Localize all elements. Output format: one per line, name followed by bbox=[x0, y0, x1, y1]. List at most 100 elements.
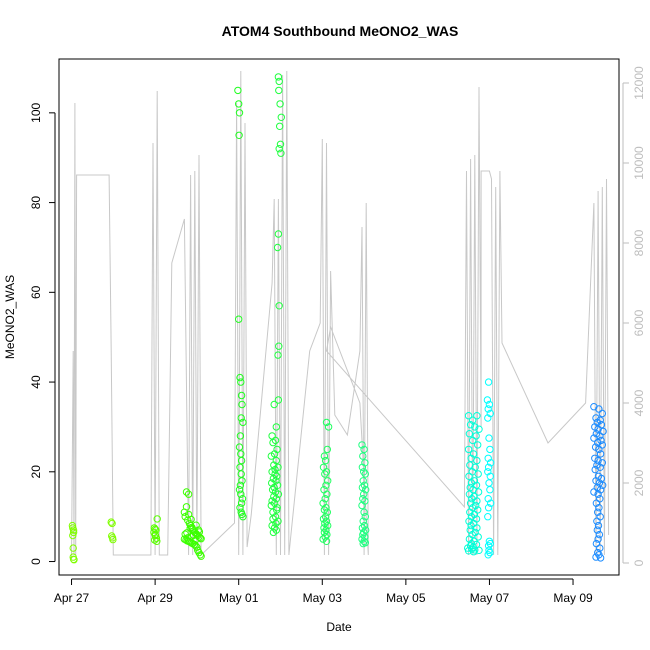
y2-tick-label: 12000 bbox=[632, 66, 646, 100]
data-point bbox=[593, 517, 601, 525]
y2-tick-label: 6000 bbox=[632, 309, 646, 336]
data-point bbox=[484, 513, 492, 521]
y2-axis: 0 2000 4000 6000 8000 10000 12000 bbox=[622, 66, 646, 566]
data-point bbox=[322, 517, 331, 525]
data-point bbox=[475, 546, 483, 554]
data-point bbox=[320, 528, 329, 537]
data-point bbox=[323, 490, 331, 498]
data-point bbox=[321, 456, 330, 465]
data-point bbox=[321, 533, 329, 541]
data-point bbox=[69, 528, 78, 537]
data-point bbox=[592, 414, 600, 422]
data-point bbox=[483, 396, 492, 404]
data-point bbox=[275, 86, 283, 95]
data-point bbox=[109, 535, 117, 544]
data-point bbox=[236, 373, 244, 382]
data-point bbox=[235, 315, 243, 323]
data-point bbox=[465, 472, 473, 480]
y2-tick-label: 8000 bbox=[632, 229, 646, 256]
data-point bbox=[269, 474, 278, 483]
y-tick-label: 40 bbox=[29, 375, 43, 389]
data-point bbox=[238, 495, 247, 503]
data-point bbox=[69, 544, 77, 552]
data-point bbox=[273, 506, 281, 514]
x-tick-label: May 07 bbox=[470, 591, 510, 605]
data-point bbox=[473, 497, 481, 505]
y2-tick-label: 4000 bbox=[632, 389, 646, 416]
data-point bbox=[322, 481, 330, 489]
data-point bbox=[595, 504, 603, 512]
data-point bbox=[590, 488, 598, 496]
data-point bbox=[234, 86, 242, 95]
data-point bbox=[486, 445, 494, 454]
data-point bbox=[192, 521, 200, 529]
data-point bbox=[484, 542, 493, 550]
points-layer bbox=[68, 73, 607, 564]
data-point bbox=[195, 528, 204, 536]
data-point bbox=[473, 456, 481, 465]
data-point bbox=[474, 488, 483, 496]
plot-frame bbox=[58, 58, 620, 576]
data-point bbox=[269, 528, 278, 537]
data-point bbox=[359, 530, 367, 539]
y-tick-label: 20 bbox=[29, 465, 43, 479]
altitude-layer bbox=[71, 70, 610, 560]
data-point bbox=[235, 131, 243, 140]
data-point bbox=[484, 463, 493, 471]
data-point bbox=[235, 443, 244, 451]
data-point bbox=[361, 513, 369, 521]
data-point bbox=[152, 526, 160, 534]
data-point bbox=[590, 434, 598, 442]
data-point bbox=[485, 434, 493, 442]
data-point bbox=[596, 554, 605, 562]
y2-tick-label: 10000 bbox=[632, 146, 646, 180]
x-tick-label: May 01 bbox=[219, 591, 259, 605]
data-point bbox=[320, 452, 329, 460]
x-tick-label: May 09 bbox=[553, 591, 593, 605]
data-point bbox=[466, 508, 474, 516]
data-point bbox=[486, 539, 494, 548]
data-point bbox=[321, 495, 329, 503]
data-point bbox=[324, 477, 332, 485]
data-point bbox=[238, 477, 246, 485]
data-point bbox=[592, 553, 600, 561]
data-point bbox=[108, 519, 116, 528]
data-point bbox=[270, 483, 278, 492]
data-point bbox=[469, 450, 478, 458]
data-point bbox=[274, 396, 283, 404]
data-point bbox=[594, 535, 602, 543]
data-point bbox=[486, 472, 494, 480]
data-point bbox=[360, 490, 368, 498]
data-point bbox=[153, 515, 161, 523]
data-point bbox=[485, 479, 493, 487]
y-tick-label: 0 bbox=[29, 558, 43, 565]
data-point bbox=[235, 109, 244, 117]
data-point bbox=[237, 456, 246, 465]
data-point bbox=[276, 140, 285, 149]
data-point bbox=[237, 414, 245, 422]
data-point bbox=[276, 122, 284, 131]
y-axis: 0 20 40 60 80 100 bbox=[29, 103, 56, 565]
data-point bbox=[484, 504, 493, 512]
data-point bbox=[358, 463, 367, 471]
data-point bbox=[276, 100, 284, 108]
data-point bbox=[237, 391, 246, 400]
chart-title: ATOM4 Southbound MeONO2_WAS bbox=[222, 23, 459, 39]
data-point bbox=[485, 400, 494, 409]
data-point bbox=[323, 508, 331, 516]
data-point bbox=[487, 499, 495, 507]
data-point bbox=[484, 378, 493, 386]
data-point bbox=[360, 468, 368, 476]
data-point bbox=[474, 441, 482, 449]
data-point bbox=[358, 441, 366, 449]
data-point bbox=[465, 535, 474, 543]
data-point bbox=[359, 539, 367, 548]
y2-tick-label: 0 bbox=[632, 559, 646, 566]
data-point bbox=[595, 445, 603, 454]
data-point bbox=[469, 416, 477, 424]
data-point bbox=[464, 445, 473, 454]
data-point bbox=[474, 470, 482, 478]
data-point bbox=[464, 547, 473, 555]
data-point bbox=[236, 463, 244, 471]
data-point bbox=[272, 423, 280, 431]
